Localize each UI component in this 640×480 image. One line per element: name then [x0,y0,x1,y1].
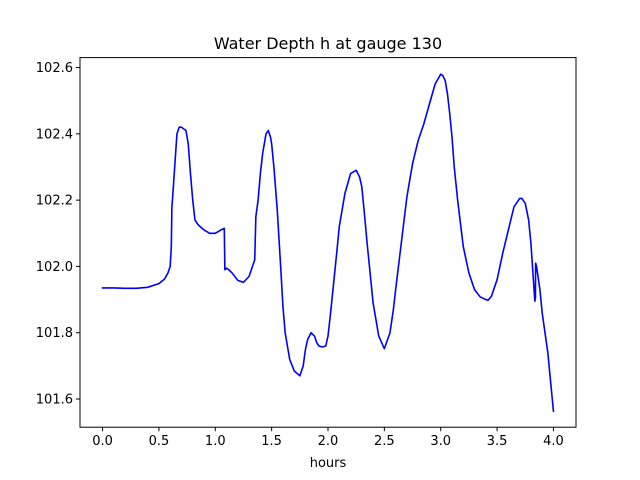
x-tick-label: 0.0 [92,434,113,449]
x-axis: 0.0 0.5 1.0 1.5 2.0 2.5 3.0 3.5 4.0 [92,427,564,449]
y-tick-label: 101.6 [36,393,73,408]
plot-region [80,57,576,428]
x-tick-label: 0.5 [149,434,170,449]
x-tick-label: 3.5 [487,434,508,449]
x-tick-label: 1.5 [261,434,282,449]
y-tick-label: 102.4 [36,127,73,142]
y-tick-label: 101.8 [36,326,73,341]
y-tick-label: 102.2 [36,194,73,209]
x-axis-label: hours [310,456,347,471]
x-tick-label: 4.0 [543,434,564,449]
y-axis: 101.6 101.8 102.0 102.2 102.4 102.6 [36,61,80,408]
plot-background [80,57,576,428]
x-tick-label: 1.0 [205,434,226,449]
y-tick-label: 102.6 [36,61,73,76]
series-layer [101,73,555,413]
x-tick-label: 2.0 [318,434,339,449]
y-tick-label: 102.0 [36,260,73,275]
series-line-0 [101,73,555,413]
x-tick-label: 3.0 [430,434,451,449]
chart-title: Water Depth h at gauge 130 [214,34,442,53]
x-tick-label: 2.5 [374,434,395,449]
